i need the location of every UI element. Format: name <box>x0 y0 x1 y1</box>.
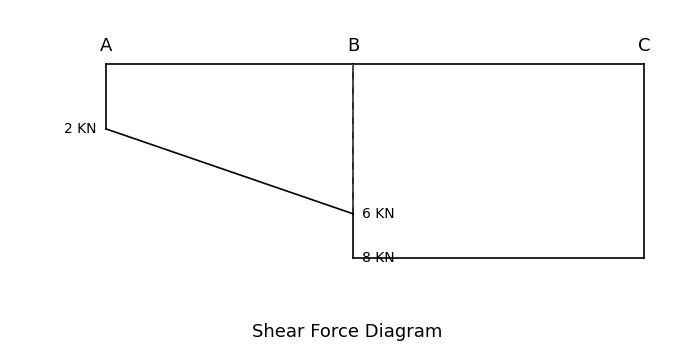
Text: 8 KN: 8 KN <box>362 251 395 264</box>
Text: A: A <box>100 37 112 55</box>
Text: B: B <box>347 37 359 55</box>
Text: C: C <box>638 37 650 55</box>
Text: Shear Force Diagram: Shear Force Diagram <box>252 323 442 341</box>
Text: 6 KN: 6 KN <box>362 207 395 221</box>
Text: 2 KN: 2 KN <box>64 122 96 136</box>
